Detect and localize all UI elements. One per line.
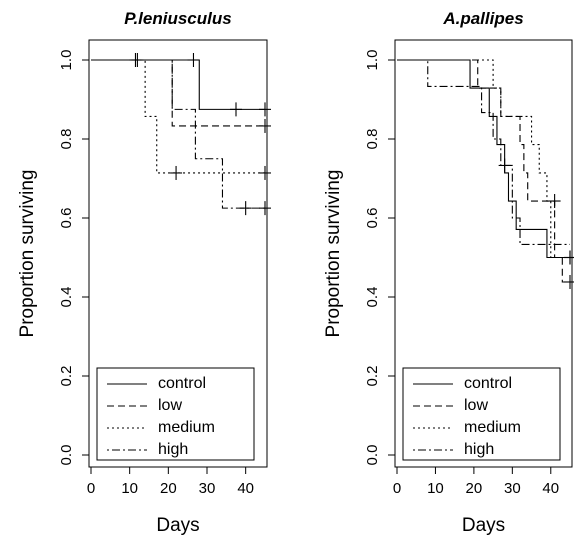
x-tick-label: 10 <box>427 480 444 497</box>
y-tick-label: 0.0 <box>58 445 75 466</box>
x-axis-label: Days <box>156 515 199 536</box>
x-tick-label: 30 <box>504 480 521 497</box>
y-tick-label: 0.4 <box>58 287 75 308</box>
x-tick-label: 10 <box>121 480 138 497</box>
y-tick-label: 0.2 <box>58 366 75 387</box>
legend-label-control: control <box>464 375 512 392</box>
plot-frame <box>88 39 268 468</box>
x-tick-label: 0 <box>87 480 95 497</box>
y-tick-label: 0.0 <box>364 445 381 466</box>
series-line-control <box>397 59 570 259</box>
chart-title: P.leniusculus <box>124 9 231 28</box>
y-tick-label: 0.2 <box>364 366 381 387</box>
x-tick-label: 0 <box>393 480 401 497</box>
y-tick-label: 0.6 <box>58 208 75 229</box>
legend-label-low: low <box>158 397 182 414</box>
legend-label-high: high <box>158 441 188 458</box>
y-axis-label: Proportion surviving <box>17 170 38 338</box>
legend-label-low: low <box>464 397 488 414</box>
x-tick-label: 40 <box>542 480 559 497</box>
legend-label-high: high <box>464 441 494 458</box>
legend-label-control: control <box>158 375 206 392</box>
series-line-high <box>91 59 265 209</box>
x-tick-label: 40 <box>237 480 254 497</box>
plot-frame <box>394 39 573 468</box>
series-line-medium <box>91 59 265 174</box>
series-line-medium <box>397 59 570 259</box>
legend-box <box>402 367 561 461</box>
chart-title: A.pallipes <box>442 9 523 28</box>
y-tick-label: 0.4 <box>364 287 381 308</box>
x-tick-label: 20 <box>466 480 483 497</box>
y-tick-label: 1.0 <box>364 50 381 71</box>
series-line-control <box>91 59 265 110</box>
x-tick-label: 20 <box>160 480 177 497</box>
y-tick-label: 0.6 <box>364 208 381 229</box>
y-axis-label: Proportion surviving <box>323 170 344 338</box>
x-axis-label: Days <box>462 515 505 536</box>
legend-label-medium: medium <box>158 419 215 436</box>
y-tick-label: 1.0 <box>58 50 75 71</box>
x-tick-label: 30 <box>199 480 216 497</box>
series-line-high <box>397 59 570 246</box>
y-tick-label: 0.8 <box>58 129 75 150</box>
legend-label-medium: medium <box>464 419 521 436</box>
legend-box <box>96 367 255 461</box>
y-tick-label: 0.8 <box>364 129 381 150</box>
series-line-low <box>91 59 265 127</box>
series-line-low <box>397 59 570 283</box>
